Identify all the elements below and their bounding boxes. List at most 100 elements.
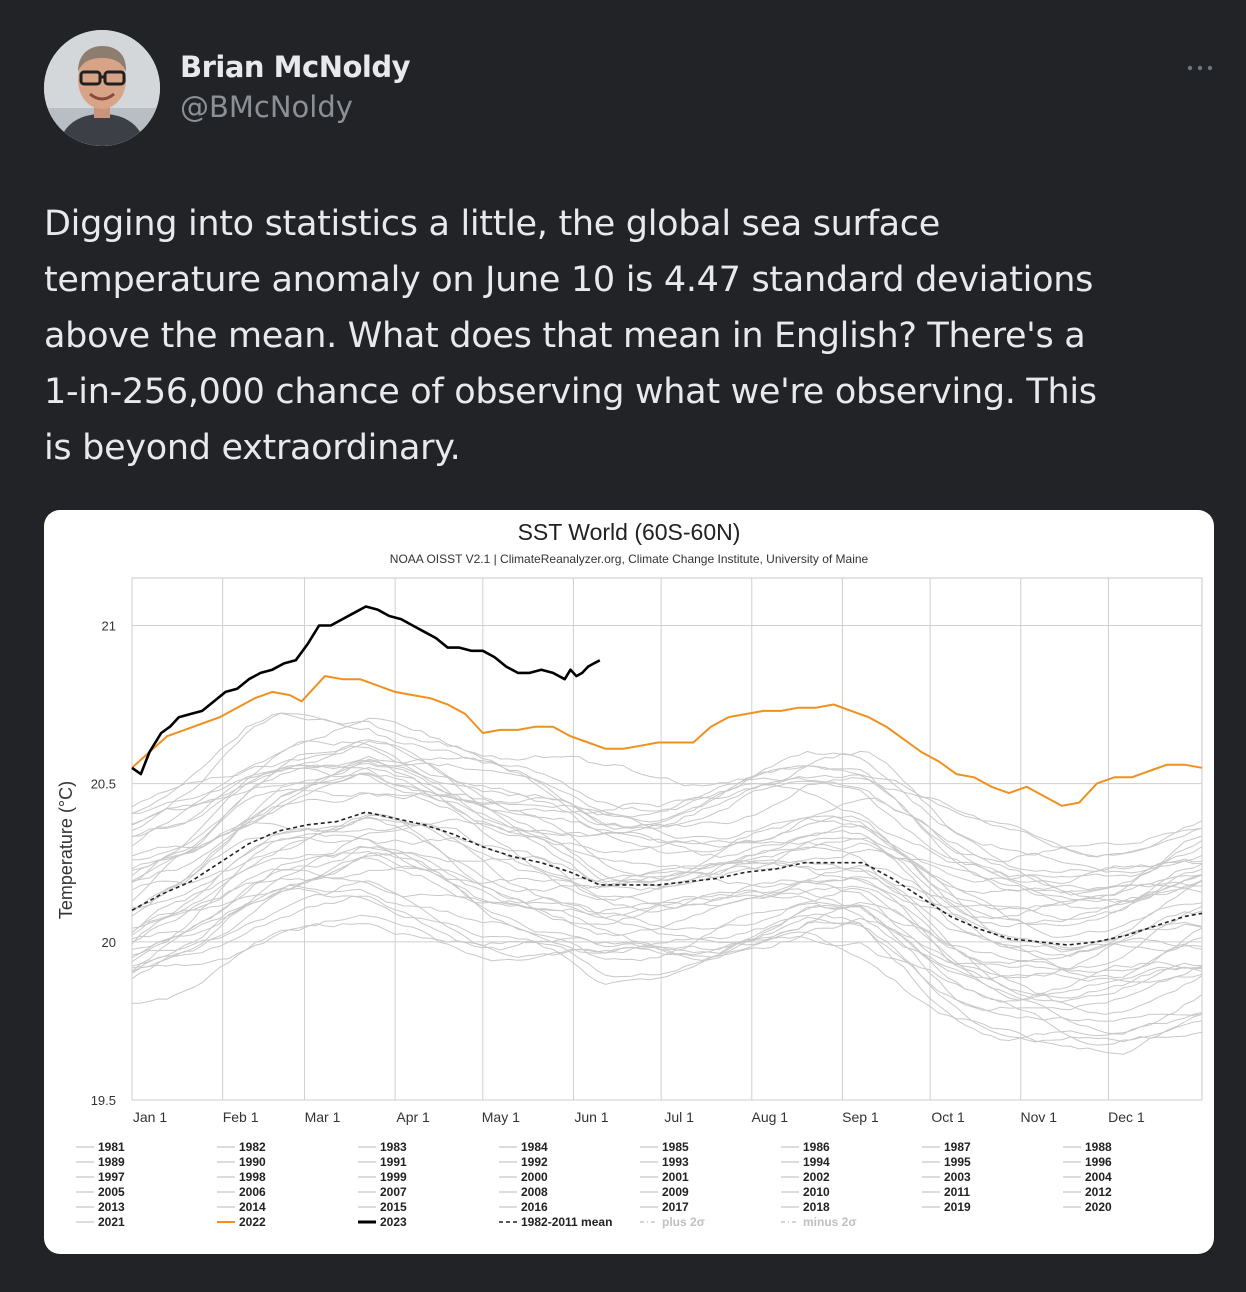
- x-tick-label: Aug 1: [751, 1109, 788, 1125]
- y-tick-label: 20: [102, 935, 116, 950]
- legend-label: 1983: [380, 1140, 407, 1154]
- x-tick-label: Sep 1: [842, 1109, 879, 1125]
- legend-label: 1991: [380, 1155, 407, 1169]
- series-line-2019: [131, 712, 1203, 858]
- series-line-2021: [131, 712, 1203, 858]
- x-tick-label: Oct 1: [931, 1109, 965, 1125]
- series-line-1989: [131, 845, 1203, 983]
- x-tick-label: Jun 1: [574, 1109, 608, 1125]
- series-line-1988: [131, 857, 1203, 1011]
- x-tick-label: Mar 1: [305, 1109, 341, 1125]
- legend-label: 1992: [521, 1155, 548, 1169]
- legend-label: 2021: [98, 1215, 125, 1229]
- series-line-2022: [131, 675, 1203, 807]
- series-line-1996: [131, 836, 1203, 970]
- series-line-1982: [131, 914, 1203, 1043]
- series-line-1992: [131, 865, 1203, 1003]
- series-line-1997: [131, 814, 1203, 957]
- series-line-2016: [131, 760, 1203, 896]
- series-line-2014: [131, 764, 1203, 903]
- legend-label: 1995: [944, 1155, 971, 1169]
- legend-label: 2011: [944, 1185, 970, 1199]
- legend-label: 2009: [662, 1185, 689, 1199]
- chart-title: SST World (60S-60N): [518, 519, 741, 545]
- series-line-2015: [131, 755, 1203, 901]
- legend-label: 1985: [662, 1140, 689, 1154]
- legend-label: 1997: [98, 1170, 125, 1184]
- series-line-2011: [131, 745, 1203, 883]
- legend-label: 2004: [1085, 1170, 1112, 1184]
- legend-label: minus 2σ: [803, 1215, 857, 1229]
- person-photo-icon: [44, 30, 160, 146]
- legend-label: 1982-2011 mean: [521, 1215, 612, 1229]
- series-line-1982-2011-mean: [131, 811, 1203, 946]
- legend-label: 1993: [662, 1155, 689, 1169]
- x-tick-label: Apr 1: [396, 1109, 430, 1125]
- legend-label: 1999: [380, 1170, 407, 1184]
- y-tick-label: 19.5: [91, 1093, 116, 1108]
- series-line-2003: [131, 817, 1203, 949]
- series-line-1994: [131, 851, 1203, 1001]
- plot-frame: [131, 577, 1203, 1101]
- author-avatar[interactable]: [44, 30, 160, 146]
- series-line-2009: [131, 766, 1203, 910]
- legend-label: 1996: [1085, 1155, 1112, 1169]
- legend-label: 1984: [521, 1140, 548, 1154]
- y-tick-label: 21: [102, 618, 116, 633]
- legend-label: 2006: [239, 1185, 266, 1199]
- x-tick-label: Jan 1: [133, 1109, 167, 1125]
- legend-label: 2023: [380, 1215, 407, 1229]
- series-line-1995: [131, 850, 1203, 973]
- legend-label: 1987: [944, 1140, 971, 1154]
- author-name[interactable]: Brian McNoldy: [180, 50, 411, 84]
- x-tick-label: Nov 1: [1020, 1109, 1057, 1125]
- series-line-2017: [131, 740, 1203, 874]
- chart-subtitle: NOAA OISST V2.1 | ClimateReanalyzer.org,…: [390, 552, 869, 566]
- series-line-2004: [131, 773, 1203, 921]
- y-tick-label: 20.5: [91, 777, 116, 792]
- legend-label: 2013: [98, 1200, 125, 1214]
- series-line-2020: [131, 717, 1203, 863]
- series-line-2012: [131, 740, 1203, 885]
- legend-label: 2015: [380, 1200, 407, 1214]
- series-line-2007: [131, 767, 1203, 910]
- legend-label: 2022: [239, 1215, 266, 1229]
- series-line-1984: [131, 895, 1203, 1042]
- series-line-1998: [131, 823, 1203, 977]
- series-line-2013: [131, 758, 1203, 894]
- legend-label: 2010: [803, 1185, 830, 1199]
- sst-chart: SST World (60S-60N) NOAA OISST V2.1 | Cl…: [56, 519, 1203, 1229]
- x-tick-label: Feb 1: [223, 1109, 259, 1125]
- legend-label: 1986: [803, 1140, 830, 1154]
- x-tick-label: May 1: [482, 1109, 520, 1125]
- series-line-1983: [131, 887, 1203, 1046]
- tweet-text: Digging into statistics a little, the gl…: [44, 204, 1097, 468]
- legend-label: 2017: [662, 1200, 689, 1214]
- legend-label: 1982: [239, 1140, 266, 1154]
- legend-label: 1994: [803, 1155, 830, 1169]
- series-line-2023: [131, 605, 601, 776]
- legend-label: 2008: [521, 1185, 548, 1199]
- legend-label: 2012: [1085, 1185, 1112, 1199]
- y-axis-label: Temperature (°C): [56, 781, 76, 919]
- tweet-media-chart[interactable]: SST World (60S-60N) NOAA OISST V2.1 | Cl…: [44, 510, 1214, 1254]
- series-line-1985: [131, 880, 1203, 1022]
- x-tick-label: Dec 1: [1108, 1109, 1145, 1125]
- legend-label: 2001: [662, 1170, 689, 1184]
- legend-label: 2020: [1085, 1200, 1112, 1214]
- legend-label: 1989: [98, 1155, 125, 1169]
- series-line-1990: [131, 846, 1203, 996]
- legend-label: 1990: [239, 1155, 266, 1169]
- x-tick-label: Jul 1: [664, 1109, 694, 1125]
- more-options-icon[interactable]: [1186, 56, 1216, 76]
- legend-label: 2016: [521, 1200, 548, 1214]
- series-line-2010: [131, 772, 1203, 928]
- legend-label: 2014: [239, 1200, 266, 1214]
- legend-label: 1981: [98, 1140, 125, 1154]
- legend-label: 2003: [944, 1170, 971, 1184]
- series-line-1991: [131, 869, 1203, 1015]
- legend-label: 2007: [380, 1185, 407, 1199]
- author-handle[interactable]: @BMcNoldy: [180, 90, 353, 124]
- series-line-2000: [131, 816, 1203, 952]
- legend-label: 2002: [803, 1170, 830, 1184]
